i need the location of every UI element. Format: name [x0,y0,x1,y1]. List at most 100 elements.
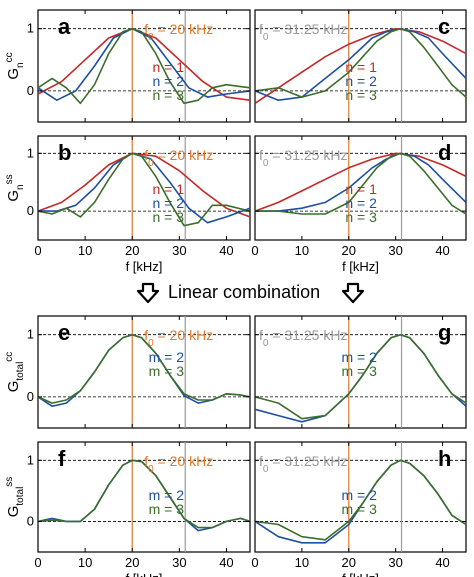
series-line-n2 [37,27,251,101]
panel-frame [37,441,251,553]
down-arrow-icon-left [136,282,160,304]
series-line-n1 [254,152,467,212]
y-axis-label: Gtotalss [4,477,26,518]
series-line-n1 [37,27,251,101]
series-line-n3 [37,152,251,227]
f0-annotation: f0 = 31.25 kHz [259,327,347,349]
x-tick-label: 30 [388,555,402,570]
y-tick-label: 0 [27,203,34,218]
x-tick-label: 40 [219,555,233,570]
legend-entry: m = 3 [342,501,378,517]
x-tick-label: 20 [342,555,356,570]
f0-annotation: f0 = 31.25 kHz [259,21,347,43]
x-tick-label: 40 [435,555,449,570]
panel-letter: g [438,320,451,345]
x-tick-label: 0 [251,555,258,570]
panel-letter: e [58,320,70,345]
series-line-n2 [254,27,467,101]
legend-entry: n = 2 [345,195,377,211]
legend-entry: n = 3 [345,209,377,225]
f0-annotation: f0 = 20 kHz [144,147,213,169]
y-tick-label: 1 [27,145,34,160]
down-arrow-icon-right [341,282,365,304]
x-tick-label: 20 [342,243,356,258]
panel-h: 0 10 20 30 40 f [kHz] h f0 = 31.25 kHz m = 2m = … [251,441,467,577]
legend-entry: n = 1 [345,181,377,197]
y-tick-label: 0 [27,513,34,528]
legend-entry: n = 3 [153,209,185,225]
panel-letter: f [58,446,66,471]
f0-annotation: f0 = 31.25 kHz [259,453,347,475]
panel-frame [37,315,251,429]
legend-entry: n = 2 [153,73,185,89]
x-tick-label: 30 [172,243,186,258]
legend-entry: n = 2 [153,195,185,211]
legend-entry: m = 2 [149,487,185,503]
x-axis-label: f [kHz] [126,571,163,577]
legend-entry: n = 2 [345,73,377,89]
y-tick-label: 1 [27,327,34,342]
series-line-m3 [37,333,251,404]
x-axis-label: f [kHz] [342,259,379,274]
x-tick-label: 0 [34,555,41,570]
legend-entry: n = 3 [153,87,185,103]
y-axis-label: Gnss [4,174,26,201]
x-tick-label: 0 [34,243,41,258]
legend-entry: n = 1 [153,59,185,75]
legend-entry: n = 1 [153,181,185,197]
f0-annotation: f0 = 20 kHz [144,21,213,43]
panel-frame [37,135,251,241]
legend-entry: m = 2 [149,349,185,365]
x-tick-label: 30 [388,243,402,258]
legend-entry: m = 3 [342,363,378,379]
series-line-n1 [254,27,467,104]
panel-letter: h [438,446,451,471]
f0-annotation: f0 = 20 kHz [144,453,213,475]
series-line-n3 [254,27,467,98]
series-line-m3 [254,333,467,420]
legend-entry: m = 2 [342,349,378,365]
y-tick-label: 1 [27,21,34,36]
x-axis-label: f [kHz] [342,571,379,577]
panel-letter: d [438,140,451,165]
panel-letter: b [58,140,71,165]
x-axis-label: f [kHz] [126,259,163,274]
x-tick-label: 0 [251,243,258,258]
panel-letter: c [438,14,450,39]
x-tick-label: 10 [295,555,309,570]
f0-annotation: f0 = 31.25 kHz [259,147,347,169]
x-tick-label: 20 [125,243,139,258]
y-tick-label: 1 [27,452,34,467]
legend-entry: m = 2 [342,487,378,503]
panel-frame [37,9,251,123]
series-line-n2 [255,152,467,212]
x-tick-label: 10 [78,555,92,570]
panel-frame [254,9,467,123]
panel-frame [254,315,467,429]
linear-combination-label: Linear combination [168,282,321,302]
series-line-m3 [37,459,251,529]
x-tick-label: 30 [172,555,186,570]
legend-entry: n = 3 [345,87,377,103]
x-tick-label: 20 [125,555,139,570]
panel-frame [254,441,467,553]
f0-annotation: f0 = 20 kHz [144,327,213,349]
panel-letter: a [58,14,71,39]
x-tick-label: 40 [219,243,233,258]
panel-a: 0 1 Gncc a f0 = 20 kHz n = 1n = 2n = 3 [4,9,251,123]
series-line-m3 [254,459,467,541]
panel-frame [254,135,467,241]
legend-entry: n = 1 [345,59,377,75]
x-tick-label: 40 [435,243,449,258]
x-tick-label: 10 [295,243,309,258]
series-line-m2 [37,333,251,408]
series-line-n3 [37,27,251,105]
panel-c: c f0 = 31.25 kHz n = 1n = 2n = 3 [254,9,467,123]
y-tick-label: 0 [27,83,34,98]
